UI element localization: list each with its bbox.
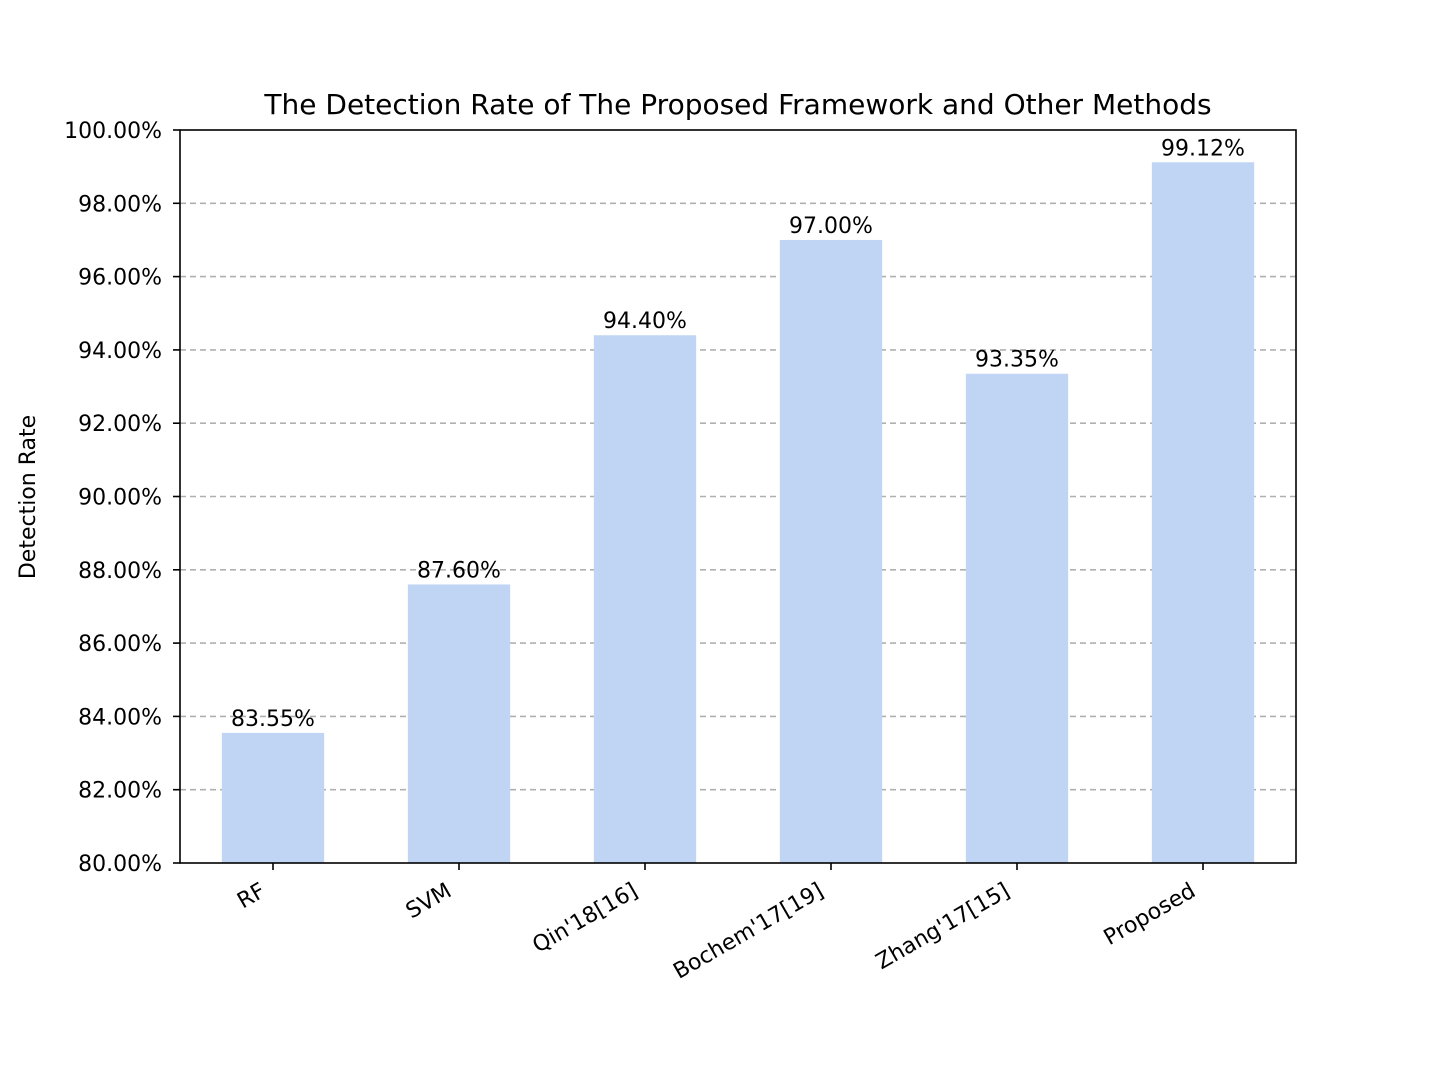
y-tick-label: 94.00% [78, 339, 162, 364]
y-axis-label: Detection Rate [16, 415, 41, 579]
x-tick-label: Qin'18[16] [529, 879, 642, 959]
bar-value-label: 99.12% [1161, 136, 1245, 161]
bars [221, 162, 1255, 863]
bar [1151, 162, 1255, 863]
y-axis-ticks: 80.00% 82.00% 84.00% 86.00% 88.00% 90.00% 92.0… [64, 119, 180, 877]
bar [593, 335, 697, 863]
x-tick-label: SVM [402, 879, 456, 925]
bar-value-label: 97.00% [789, 214, 873, 239]
y-tick-label: 100.00% [64, 119, 162, 144]
y-tick-label: 86.00% [78, 632, 162, 657]
y-tick-label: 96.00% [78, 266, 162, 291]
y-tick-label: 82.00% [78, 779, 162, 804]
x-tick-label: RF [233, 879, 270, 915]
y-tick-label: 92.00% [78, 412, 162, 437]
y-tick-label: 80.00% [78, 852, 162, 877]
x-tick-label: Bochem'17[19] [669, 879, 828, 985]
bar-value-label: 83.55% [231, 707, 315, 732]
value-labels: 83.55% 87.60% 94.40% 97.00% 93.35% 99.12% [231, 136, 1245, 732]
bar [407, 584, 511, 863]
bar [965, 373, 1069, 863]
x-tick-label: Zhang'17[15] [872, 879, 1014, 975]
bar [779, 239, 883, 863]
x-tick-label: Proposed [1100, 879, 1200, 951]
plot-frame [179, 129, 1297, 864]
chart-title: The Detection Rate of The Proposed Frame… [263, 88, 1211, 121]
y-tick-label: 84.00% [78, 705, 162, 730]
x-axis-ticks: RF SVM Qin'18[16] Bochem'17[19] Zhang'17[15]… [233, 863, 1204, 985]
y-gridlines [180, 202, 1296, 791]
y-tick-label: 88.00% [78, 559, 162, 584]
bar-value-label: 87.60% [417, 558, 501, 583]
bar-value-label: 94.40% [603, 309, 687, 334]
y-tick-label: 90.00% [78, 486, 162, 511]
y-tick-label: 98.00% [78, 192, 162, 217]
bar-value-label: 93.35% [975, 348, 1059, 373]
bar [221, 732, 325, 863]
